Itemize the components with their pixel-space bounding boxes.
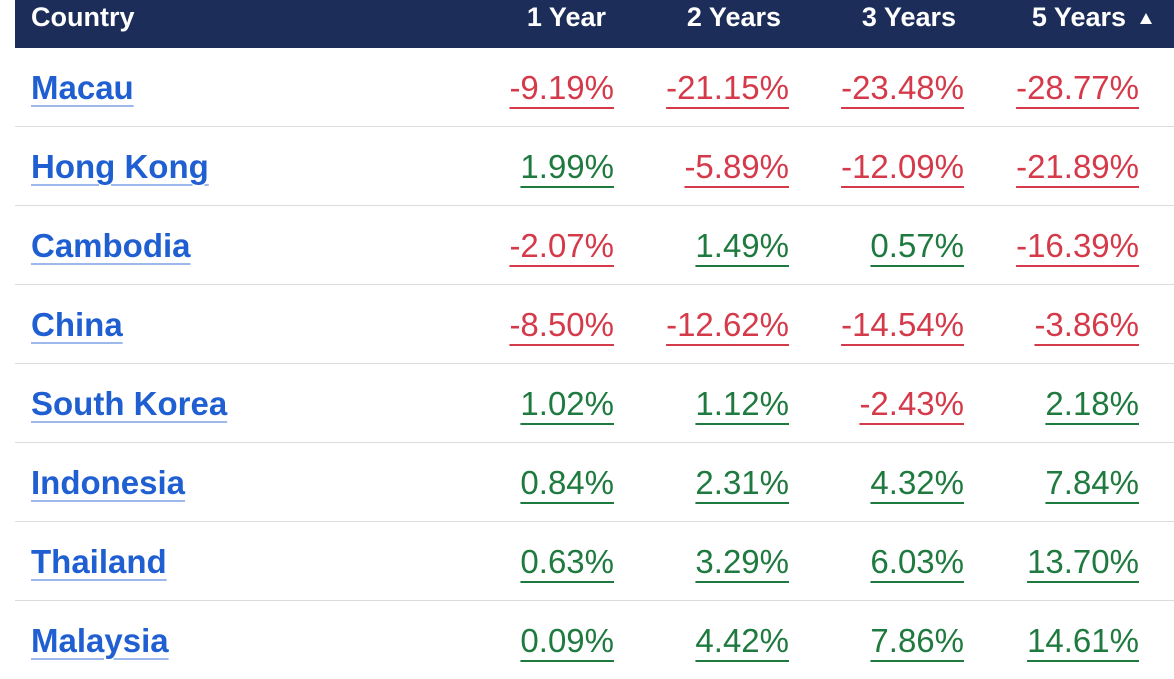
value-2-years[interactable]: 1.49% [695, 227, 789, 264]
value-3-years[interactable]: -23.48% [841, 69, 964, 106]
header-3-years[interactable]: 3 Years [861, 2, 956, 32]
value-1-year[interactable]: -9.19% [509, 69, 614, 106]
value-5-years[interactable]: -16.39% [1016, 227, 1139, 264]
value-5-years[interactable]: -28.77% [1016, 69, 1139, 106]
value-5-years[interactable]: 14.61% [1027, 622, 1139, 659]
header-2-years[interactable]: 2 Years [686, 2, 781, 32]
value-3-years[interactable]: -14.54% [841, 306, 964, 343]
table-header: Country 1 Year 2 Years 3 Years 5 Years [15, 0, 1174, 48]
country-link[interactable]: Macau [31, 69, 134, 106]
returns-table: Country 1 Year 2 Years 3 Years 5 Years M… [15, 0, 1174, 679]
value-2-years[interactable]: -21.15% [666, 69, 789, 106]
table-row: Malaysia 0.09% 4.42% 7.86% 14.61% [15, 601, 1174, 679]
value-1-year[interactable]: 0.84% [520, 464, 614, 501]
value-1-year[interactable]: 1.99% [520, 148, 614, 185]
table-row: South Korea 1.02% 1.12% -2.43% 2.18% [15, 364, 1174, 443]
value-3-years[interactable]: 6.03% [870, 543, 964, 580]
value-5-years[interactable]: -3.86% [1034, 306, 1139, 343]
country-link[interactable]: Indonesia [31, 464, 186, 501]
value-3-years[interactable]: 0.57% [870, 227, 964, 264]
value-2-years[interactable]: -12.62% [666, 306, 789, 343]
value-5-years[interactable]: 2.18% [1045, 385, 1139, 422]
value-2-years[interactable]: 2.31% [695, 464, 789, 501]
table-row: China -8.50% -12.62% -14.54% -3.86% [15, 285, 1174, 364]
table-row: Thailand 0.63% 3.29% 6.03% 13.70% [15, 522, 1174, 601]
value-2-years[interactable]: 4.42% [695, 622, 789, 659]
value-2-years[interactable]: -5.89% [684, 148, 789, 185]
table-row: Macau -9.19% -21.15% -23.48% -28.77% [15, 48, 1174, 127]
header-1-year[interactable]: 1 Year [526, 2, 606, 32]
value-3-years[interactable]: 7.86% [870, 622, 964, 659]
country-link[interactable]: Thailand [31, 543, 167, 580]
value-1-year[interactable]: -8.50% [509, 306, 614, 343]
value-5-years[interactable]: 13.70% [1027, 543, 1139, 580]
sort-ascending-icon [1140, 13, 1152, 24]
value-5-years[interactable]: -21.89% [1016, 148, 1139, 185]
value-5-years[interactable]: 7.84% [1045, 464, 1139, 501]
table-body: Macau -9.19% -21.15% -23.48% -28.77% Hon… [15, 48, 1174, 679]
header-5-years-label: 5 Years [1031, 2, 1126, 32]
value-3-years[interactable]: 4.32% [870, 464, 964, 501]
value-2-years[interactable]: 3.29% [695, 543, 789, 580]
header-5-years[interactable]: 5 Years [1032, 0, 1152, 34]
table-row: Cambodia -2.07% 1.49% 0.57% -16.39% [15, 206, 1174, 285]
header-country[interactable]: Country [31, 2, 135, 32]
country-link[interactable]: South Korea [31, 385, 228, 422]
value-1-year[interactable]: -2.07% [509, 227, 614, 264]
value-3-years[interactable]: -2.43% [859, 385, 964, 422]
country-link[interactable]: Malaysia [31, 622, 169, 659]
table-row: Indonesia 0.84% 2.31% 4.32% 7.84% [15, 443, 1174, 522]
value-1-year[interactable]: 1.02% [520, 385, 614, 422]
value-3-years[interactable]: -12.09% [841, 148, 964, 185]
country-link[interactable]: China [31, 306, 123, 343]
value-1-year[interactable]: 0.09% [520, 622, 614, 659]
value-1-year[interactable]: 0.63% [520, 543, 614, 580]
table-row: Hong Kong 1.99% -5.89% -12.09% -21.89% [15, 127, 1174, 206]
value-2-years[interactable]: 1.12% [695, 385, 789, 422]
country-link[interactable]: Hong Kong [31, 148, 209, 185]
country-link[interactable]: Cambodia [31, 227, 191, 264]
